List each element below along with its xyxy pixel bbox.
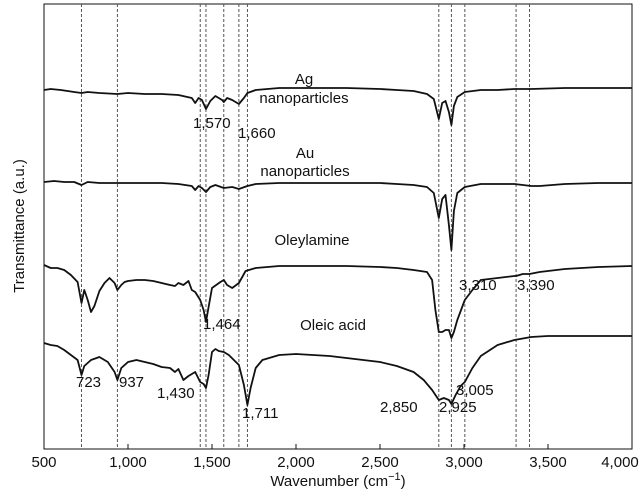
series-line-3	[43, 335, 632, 406]
series-label-ag-1: Ag	[295, 71, 313, 88]
x-tick-label-1500: 1,500	[193, 454, 231, 471]
spectra	[43, 87, 633, 406]
series-label-oleic-acid: Oleic acid	[300, 317, 366, 334]
series-label-au-1: Au	[296, 145, 314, 162]
peak-label-1660: 1,660	[238, 125, 276, 142]
x-tick-label-3500: 3,500	[529, 454, 567, 471]
x-axis: 500 1,000 1,500 2,000 2,500 3,000 3,500 4,000	[31, 444, 639, 471]
peak-label-1430: 1,430	[157, 385, 195, 402]
peak-label-3310: 3,310	[459, 277, 497, 294]
x-axis-title-superscript: −1	[388, 471, 401, 483]
peak-label-937: 937	[119, 374, 144, 391]
plot-frame	[43, 3, 633, 450]
peak-label-1464: 1,464	[203, 316, 241, 333]
series-line-0	[43, 87, 632, 126]
peak-label-1711: 1,711	[242, 405, 278, 422]
x-tick-label-500: 500	[31, 454, 56, 471]
x-tick-label-3000: 3,000	[445, 454, 483, 471]
x-tick-label-1000: 1,000	[109, 454, 147, 471]
peak-label-2850: 2,850	[380, 399, 418, 416]
series-label-au-2: nanoparticles	[260, 163, 349, 180]
series-line-2	[43, 264, 633, 339]
peak-label-3005: 3,005	[456, 382, 494, 399]
peak-label-3390: 3,390	[517, 277, 555, 294]
series-line-1	[43, 180, 632, 251]
x-axis-title-tail: )	[401, 473, 406, 490]
peak-label-1570: 1,570	[193, 115, 231, 132]
peak-label-2925: 2,925	[439, 399, 477, 416]
x-tick-label-2000: 2,000	[277, 454, 315, 471]
reference-lines	[80, 4, 531, 449]
series-label-oleylamine: Oleylamine	[274, 232, 349, 249]
x-tick-label-4000: 4,000	[601, 454, 639, 471]
x-axis-title-text: Wavenumber (cm	[270, 473, 388, 490]
peak-label-723: 723	[76, 374, 101, 391]
x-tick-label-2500: 2,500	[361, 454, 399, 471]
y-axis-title: Transmittance (a.u.)	[11, 159, 28, 293]
x-axis-title: Wavenumber (cm−1)	[270, 471, 405, 490]
series-label-ag-2: nanoparticles	[259, 90, 348, 107]
